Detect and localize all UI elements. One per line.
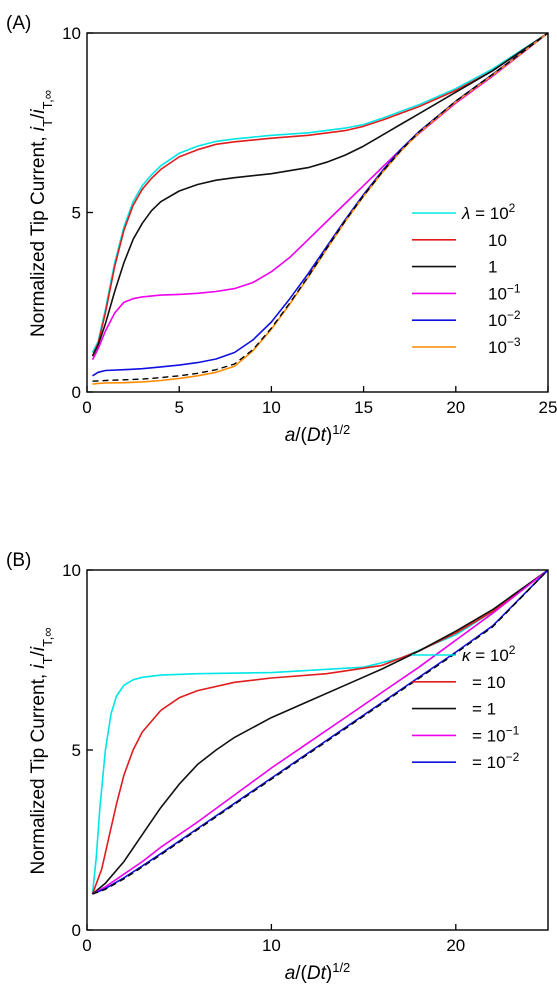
series-line-0 — [91, 32, 549, 353]
x-tick-label: 0 — [82, 398, 91, 417]
legend-label-5: 10−3 — [488, 335, 521, 357]
series-line-1 — [91, 32, 549, 357]
x-tick-label: 5 — [174, 398, 183, 417]
x-tick-label: 10 — [262, 398, 281, 417]
y-tick-label: 0 — [72, 921, 81, 940]
legend-label-0: κ = 102 — [462, 643, 516, 665]
y-tick-label: 10 — [62, 561, 81, 580]
panel-label: (A) — [6, 13, 31, 34]
x-tick-label: 20 — [446, 936, 465, 955]
x-axis-label: a/(Dt)1/2 — [285, 960, 351, 985]
legend: κ = 102 = 10 = 1 = 10−1 = 10−2 — [412, 643, 520, 772]
y-tick-label: 5 — [72, 204, 81, 223]
series-line-2 — [91, 32, 549, 357]
x-tick-label: 15 — [354, 398, 373, 417]
legend: λ = 102 10 1 10−1 10−2 10−3 — [412, 201, 521, 357]
legend-label-3: 10−1 — [488, 281, 521, 303]
legend-label-2: = 1 — [472, 700, 496, 719]
y-tick-label: 0 — [72, 383, 81, 402]
legend-label-0: λ = 102 — [461, 201, 516, 223]
y-tick-label: 5 — [72, 741, 81, 760]
series-line-3 — [91, 32, 549, 361]
legend-label-1: = 10 — [472, 673, 506, 692]
series-group — [91, 569, 549, 895]
x-axis-label: a/(Dt)1/2 — [285, 422, 351, 447]
series-group — [91, 32, 549, 385]
y-tick-label: 10 — [62, 24, 81, 43]
legend-label-4: 10−2 — [488, 308, 521, 330]
legend-label-1: 10 — [488, 231, 507, 250]
x-tick-label: 0 — [82, 936, 91, 955]
x-tick-label: 10 — [262, 936, 281, 955]
legend-label-2: 1 — [488, 258, 497, 277]
panel-label: (B) — [6, 550, 31, 571]
legend-label-3: = 10−1 — [472, 723, 520, 745]
y-axis-label: Normalized Tip Current, iT/iT,∞ — [28, 628, 55, 875]
legend-label-4: = 10−2 — [472, 750, 520, 772]
reference-dashed-line — [92, 569, 549, 895]
x-tick-label: 25 — [539, 398, 557, 417]
series-line-4 — [92, 569, 549, 895]
y-axis-label: Normalized Tip Current, iT/iT,∞ — [28, 90, 55, 337]
reference-dashed-line — [92, 32, 549, 382]
x-tick-label: 20 — [446, 398, 465, 417]
series-line-3 — [92, 569, 549, 895]
series-line-2 — [91, 569, 549, 895]
